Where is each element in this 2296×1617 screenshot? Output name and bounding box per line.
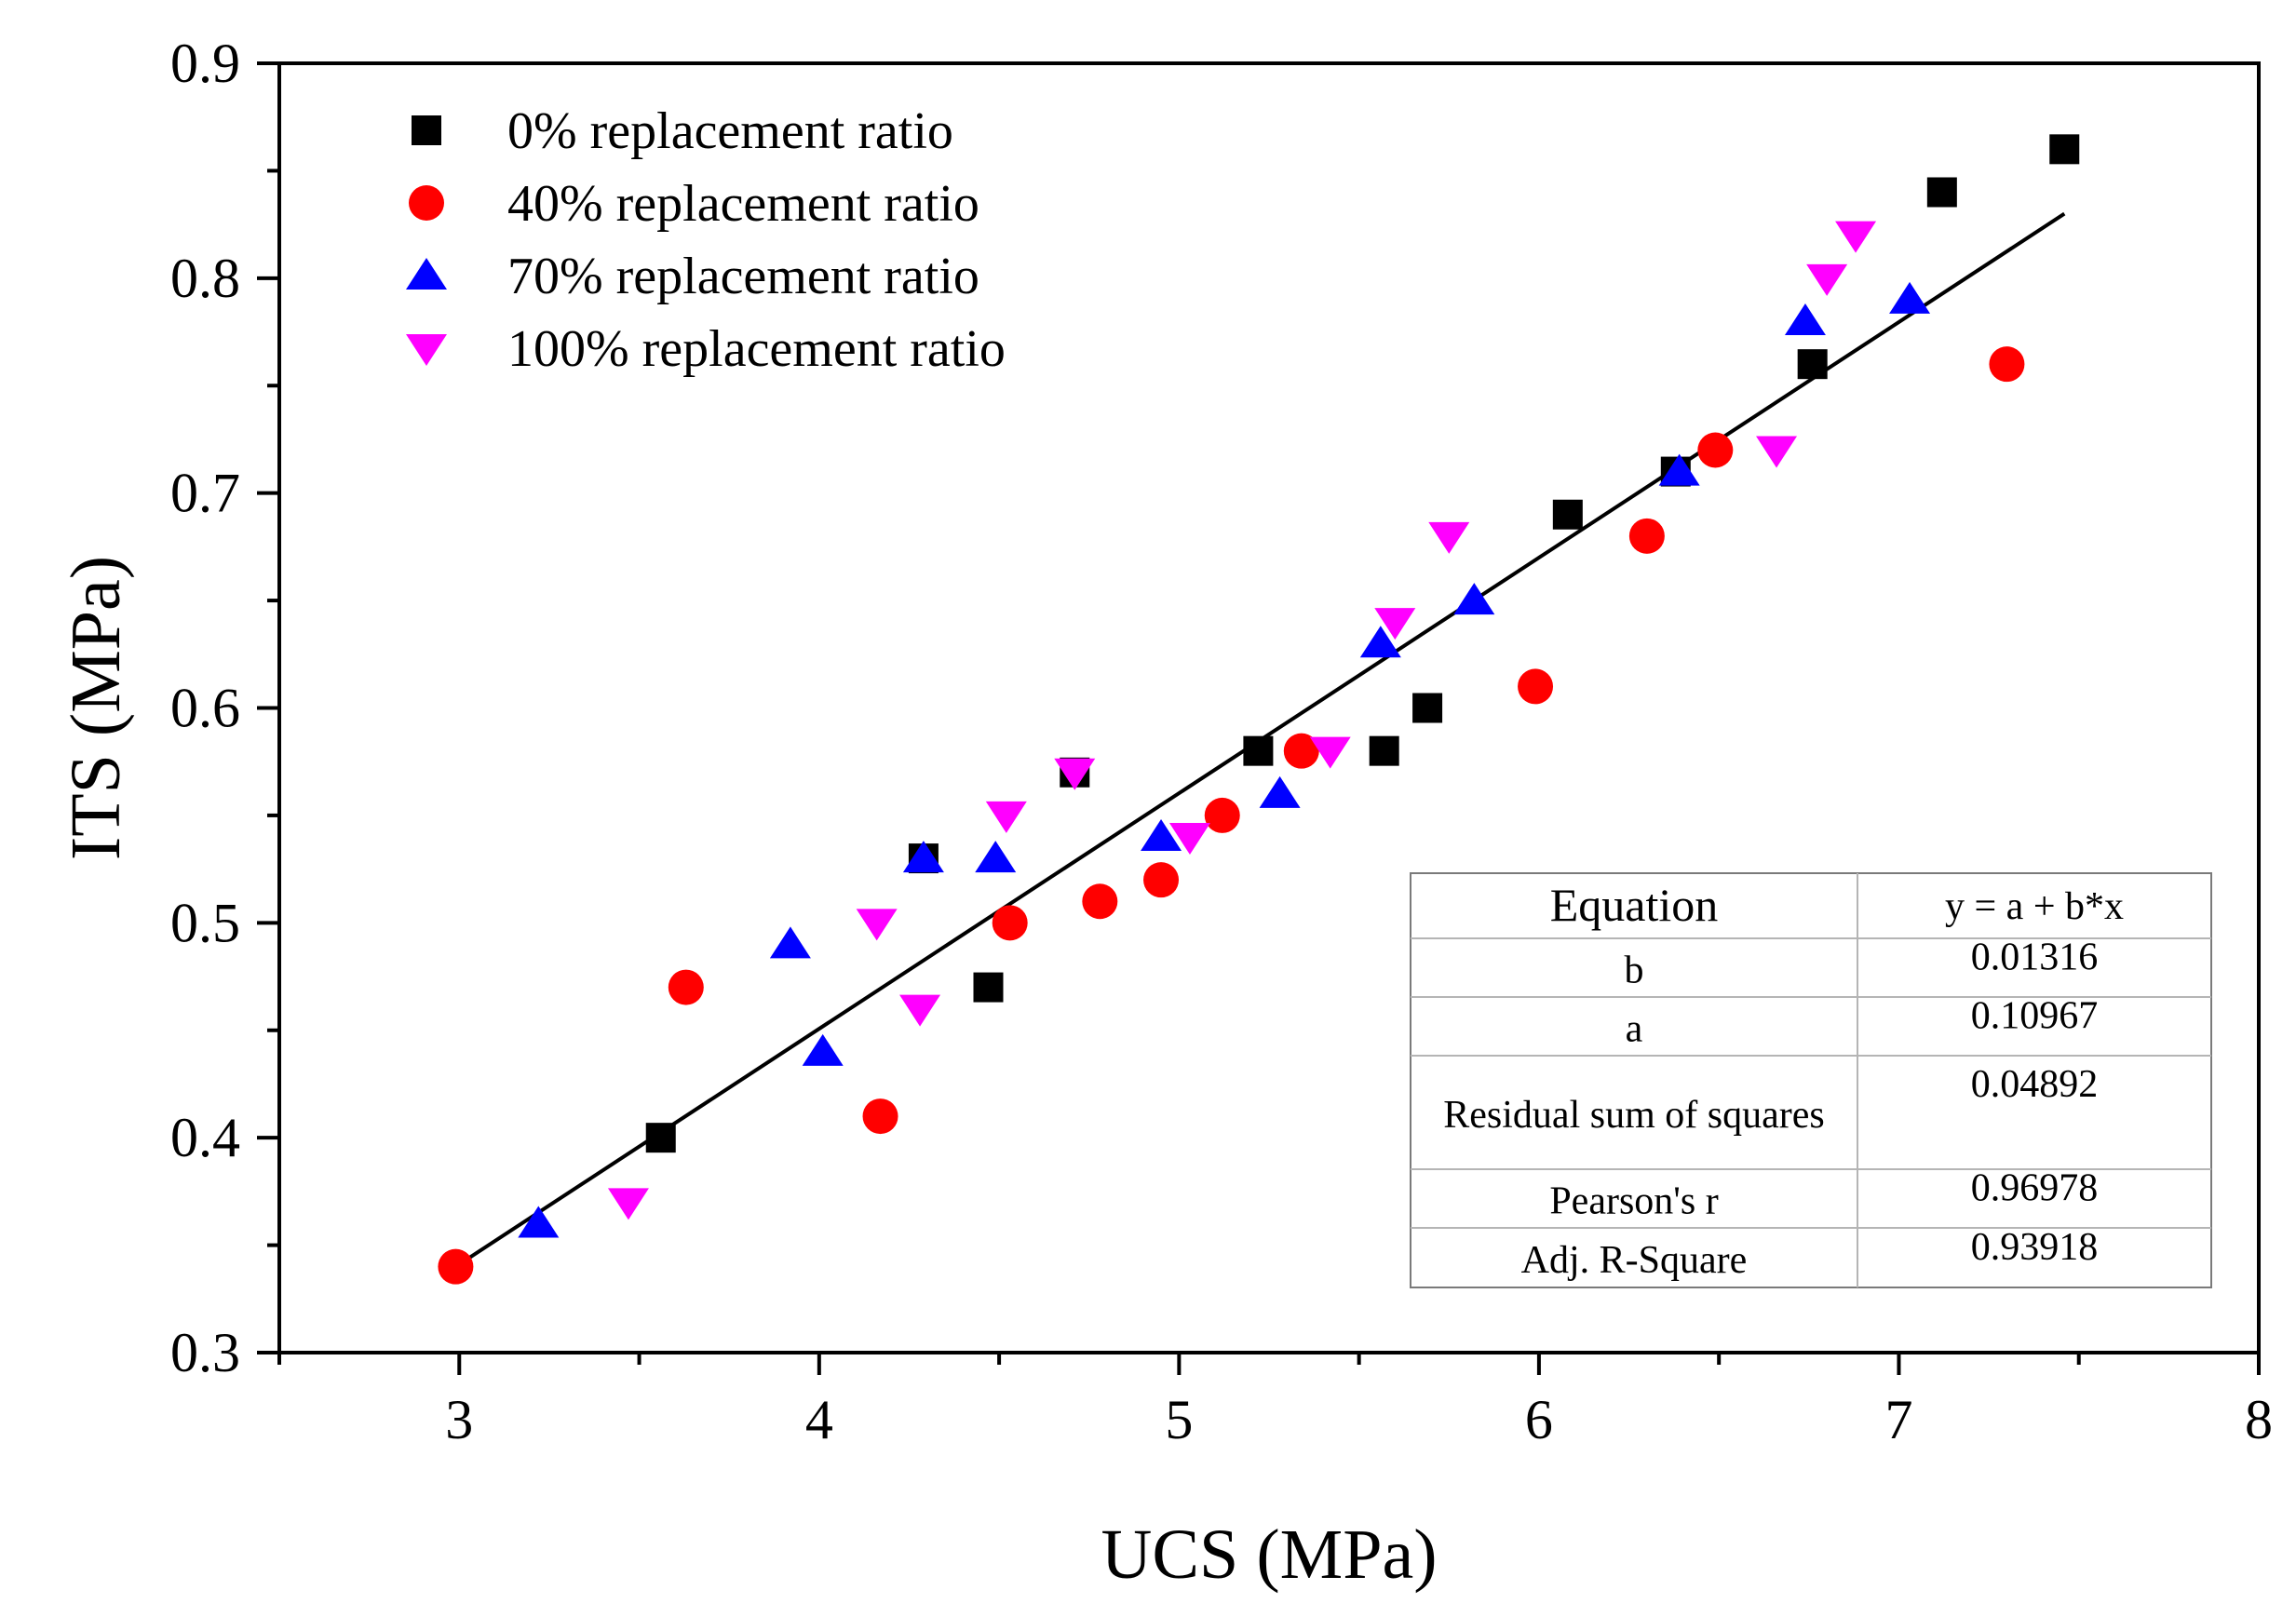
plot-frame	[277, 61, 2261, 1354]
data-points	[438, 134, 2080, 1285]
data-point-square	[2049, 134, 2080, 165]
data-point-square	[1412, 693, 1443, 723]
legend-label: 100% replacement ratio	[507, 320, 1006, 378]
x-tick-label: 7	[1884, 1389, 1912, 1450]
series-1	[438, 346, 2025, 1285]
y-tick-label: 0.3	[170, 1322, 240, 1383]
data-point-triangle-up	[1359, 626, 1401, 658]
data-point-triangle-up	[802, 1033, 844, 1066]
x-tick-label: 5	[1165, 1389, 1193, 1450]
axis-ticks: 3 4 5 6 7 8 0.3 0.4 0.5 0.6 0.7 0.8 0.9	[170, 33, 2273, 1450]
table-label-cell: b	[1625, 950, 1644, 992]
table-value-cell: y = a + b*x	[1945, 885, 2124, 928]
table-value-cell: 0.96978	[1971, 1167, 2099, 1210]
data-point-triangle-up	[518, 1206, 560, 1238]
data-point-square	[973, 972, 1004, 1003]
data-point-triangle-down	[1835, 221, 1877, 253]
data-point-circle	[1518, 668, 1554, 705]
table-value-cell: 0.10967	[1971, 995, 2099, 1038]
data-point-triangle-up	[769, 926, 811, 959]
fit-results-table: Equation y = a + b*x b 0.01316 a 0.10967 Resid…	[1410, 872, 2212, 1288]
data-point-circle	[992, 905, 1028, 941]
legend-marker-circle	[409, 185, 444, 221]
y-tick-label: 0.7	[170, 463, 240, 524]
table-label-cell: a	[1626, 1008, 1643, 1051]
data-point-circle	[862, 1098, 898, 1135]
data-point-circle	[1989, 346, 2025, 383]
x-tick-label: 3	[445, 1389, 473, 1450]
data-point-triangle-up	[1784, 303, 1826, 335]
legend-label: 0% replacement ratio	[507, 102, 953, 160]
data-point-square	[1369, 735, 1399, 766]
data-point-triangle-down	[985, 801, 1027, 833]
data-point-triangle-down	[1806, 263, 1848, 296]
data-point-circle	[1204, 797, 1240, 833]
series-3	[607, 221, 1877, 1220]
data-point-triangle-down	[1054, 758, 1096, 790]
y-tick-label: 0.4	[170, 1107, 240, 1168]
legend: 0% replacement ratio 40% replacement rati…	[406, 102, 1006, 378]
legend-label: 70% replacement ratio	[507, 248, 979, 305]
legend-label: 40% replacement ratio	[507, 175, 979, 233]
table-value-cell: 0.01316	[1971, 937, 2099, 979]
data-point-triangle-down	[1168, 823, 1210, 855]
data-point-triangle-up	[1453, 583, 1495, 615]
table-value-cell: 0.93918	[1971, 1226, 2099, 1269]
data-point-square	[645, 1123, 676, 1153]
data-point-triangle-down	[1756, 436, 1798, 468]
data-point-circle	[1697, 432, 1734, 468]
series-2	[518, 281, 1931, 1238]
data-point-square	[1243, 735, 1274, 766]
table-label-cell: Equation	[1550, 879, 1719, 931]
data-point-circle	[438, 1248, 474, 1285]
x-axis-title: UCS (MPa)	[1101, 1516, 1437, 1594]
data-point-triangle-up	[1889, 281, 1931, 314]
data-point-square	[1797, 349, 1828, 380]
data-point-circle	[1082, 883, 1118, 920]
data-point-triangle-down	[1374, 608, 1416, 640]
x-tick-label: 6	[1525, 1389, 1553, 1450]
table-label-cell: Adj. R-Square	[1521, 1239, 1748, 1282]
data-point-circle	[1283, 733, 1319, 769]
legend-marker-triangle-up	[406, 258, 447, 290]
data-point-square	[1926, 177, 1957, 208]
data-point-circle	[1628, 518, 1665, 554]
legend-marker-triangle-down	[406, 334, 447, 366]
y-tick-label: 0.6	[170, 678, 240, 739]
y-tick-label: 0.8	[170, 248, 240, 309]
data-point-triangle-up	[975, 841, 1017, 873]
data-point-square	[1552, 499, 1583, 530]
data-point-triangle-up	[902, 841, 944, 873]
data-point-triangle-down	[607, 1188, 649, 1220]
y-tick-label: 0.5	[170, 892, 240, 953]
data-point-triangle-down	[1428, 521, 1470, 554]
table-label-cell: Residual sum of squares	[1443, 1094, 1824, 1137]
data-point-triangle-up	[1658, 453, 1700, 486]
data-point-triangle-down	[856, 909, 898, 941]
y-axis-title: ITS (MPa)	[57, 556, 135, 860]
data-point-triangle-up	[1259, 775, 1301, 808]
table-border	[1410, 872, 2212, 1288]
legend-marker-square	[412, 115, 441, 145]
x-tick-label: 4	[805, 1389, 833, 1450]
data-point-triangle-down	[1309, 736, 1351, 769]
data-point-triangle-up	[1141, 819, 1182, 851]
y-tick-label: 0.9	[170, 33, 240, 94]
table-value-cell: 0.04892	[1971, 1063, 2099, 1106]
data-point-circle	[668, 969, 704, 1005]
data-point-triangle-down	[899, 994, 941, 1027]
table-label-cell: Pearson's r	[1549, 1180, 1718, 1223]
data-point-circle	[1143, 862, 1180, 898]
x-tick-label: 8	[2245, 1389, 2273, 1450]
